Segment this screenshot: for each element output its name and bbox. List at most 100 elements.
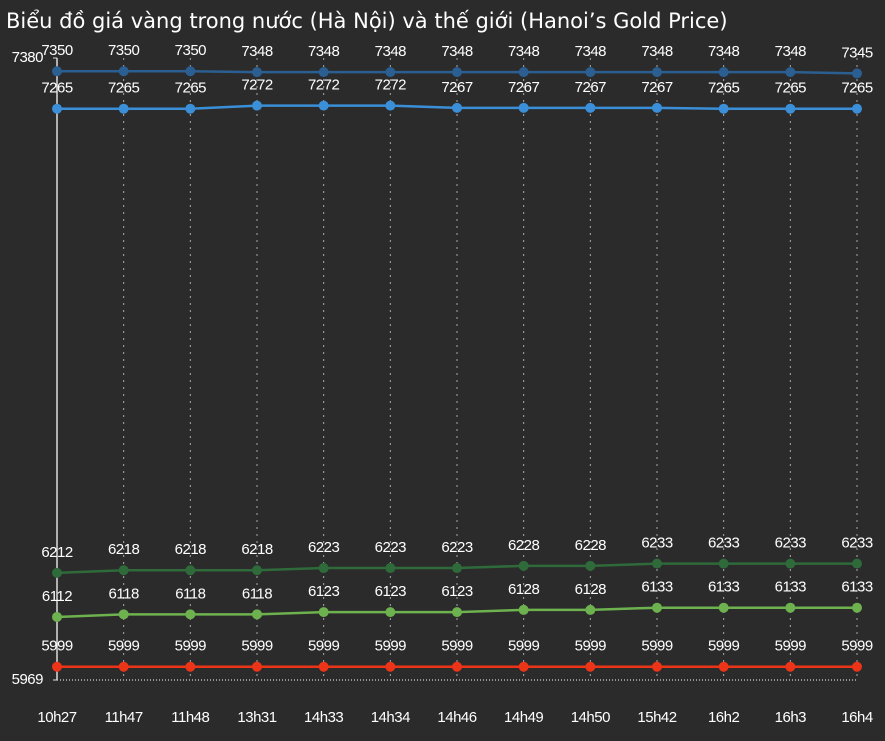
data-point [718, 602, 729, 613]
data-point [518, 661, 529, 672]
data-point [718, 558, 729, 569]
data-point [852, 602, 862, 613]
data-label: 6133 [641, 579, 673, 596]
data-label: 7350 [175, 42, 207, 59]
data-label: 5999 [508, 638, 540, 655]
data-label: 7267 [508, 79, 540, 96]
data-label: 6133 [841, 579, 873, 596]
data-point [385, 661, 396, 672]
data-point [652, 102, 662, 113]
data-label: 5999 [708, 638, 740, 655]
data-label: 6123 [308, 583, 340, 600]
data-point [785, 558, 796, 569]
data-label: 6228 [575, 537, 607, 554]
data-label: 7265 [108, 80, 140, 97]
data-label: 5999 [175, 638, 207, 655]
data-label: 6212 [41, 544, 73, 561]
data-point [718, 67, 729, 78]
chart-title: Biểu đồ giá vàng trong nước (Hà Nội) và … [6, 9, 728, 33]
data-label: 7348 [708, 43, 740, 60]
data-label: 7348 [508, 43, 540, 60]
data-label: 6218 [175, 541, 207, 558]
data-point [652, 67, 662, 78]
data-label: 6218 [108, 541, 140, 558]
data-point [652, 602, 662, 613]
data-label: 6228 [508, 537, 540, 554]
data-label: 6118 [242, 585, 272, 602]
data-label: 6123 [375, 583, 407, 600]
data-label: 5999 [441, 638, 473, 655]
data-label: 6118 [175, 585, 205, 602]
data-label: 6233 [641, 535, 673, 552]
data-label: 6133 [775, 579, 807, 596]
x-tick-label: 16h4 [841, 709, 873, 726]
data-point [185, 66, 196, 77]
x-tick-label: 14h46 [437, 709, 476, 726]
data-point [518, 67, 529, 78]
data-label: 5999 [41, 638, 73, 655]
data-point [252, 565, 262, 576]
data-point [385, 563, 396, 574]
x-tick-label: 11h48 [171, 709, 209, 726]
data-point [385, 100, 396, 111]
data-label: 7348 [575, 43, 607, 60]
data-label: 7265 [175, 80, 207, 97]
data-label: 7350 [41, 42, 73, 59]
data-label: 7265 [708, 80, 740, 97]
data-point [252, 661, 262, 672]
data-point [185, 565, 196, 576]
x-tick-label: 10h27 [37, 709, 76, 726]
data-point [52, 103, 62, 114]
x-tick-label: 15h42 [637, 709, 676, 726]
x-tick-label: 13h31 [237, 709, 276, 726]
x-tick-label: 11h47 [105, 709, 143, 726]
data-point [52, 611, 62, 622]
data-label: 6128 [508, 581, 540, 598]
data-label: 6233 [708, 535, 740, 552]
data-label: 6233 [775, 535, 807, 552]
data-label: 6233 [841, 535, 873, 552]
data-label: 7265 [841, 80, 873, 97]
data-point [318, 607, 329, 618]
data-point [252, 67, 262, 78]
data-point [252, 100, 262, 111]
data-point [518, 560, 529, 571]
x-tick-label: 14h33 [304, 709, 343, 726]
data-point [452, 67, 462, 78]
data-point [852, 68, 862, 79]
data-label: 7348 [641, 43, 673, 60]
data-label: 5999 [375, 638, 407, 655]
data-point [452, 661, 462, 672]
data-point [318, 100, 329, 111]
data-point [118, 103, 129, 114]
data-label: 7267 [641, 79, 673, 96]
data-label: 7265 [775, 80, 807, 97]
data-point [518, 604, 529, 615]
data-label: 7272 [241, 77, 273, 94]
data-point [652, 558, 662, 569]
data-label: 7267 [441, 79, 473, 96]
data-label: 5999 [575, 638, 607, 655]
x-tick-label: 14h49 [504, 709, 543, 726]
data-label: 7272 [375, 77, 407, 94]
data-point [518, 102, 529, 113]
data-label: 6133 [708, 579, 740, 596]
data-point [652, 661, 662, 672]
data-point [585, 67, 596, 78]
data-point [252, 609, 262, 620]
data-point [585, 604, 596, 615]
y-tick-label: 7380 [12, 49, 44, 66]
data-point [785, 103, 796, 114]
data-point [52, 66, 62, 77]
data-label: 5999 [241, 638, 273, 655]
data-point [185, 609, 196, 620]
data-point [318, 563, 329, 574]
data-point [718, 103, 729, 114]
data-label: 7272 [308, 77, 340, 94]
data-point [785, 602, 796, 613]
data-label: 6218 [241, 541, 273, 558]
data-point [185, 661, 196, 672]
data-point [318, 661, 329, 672]
